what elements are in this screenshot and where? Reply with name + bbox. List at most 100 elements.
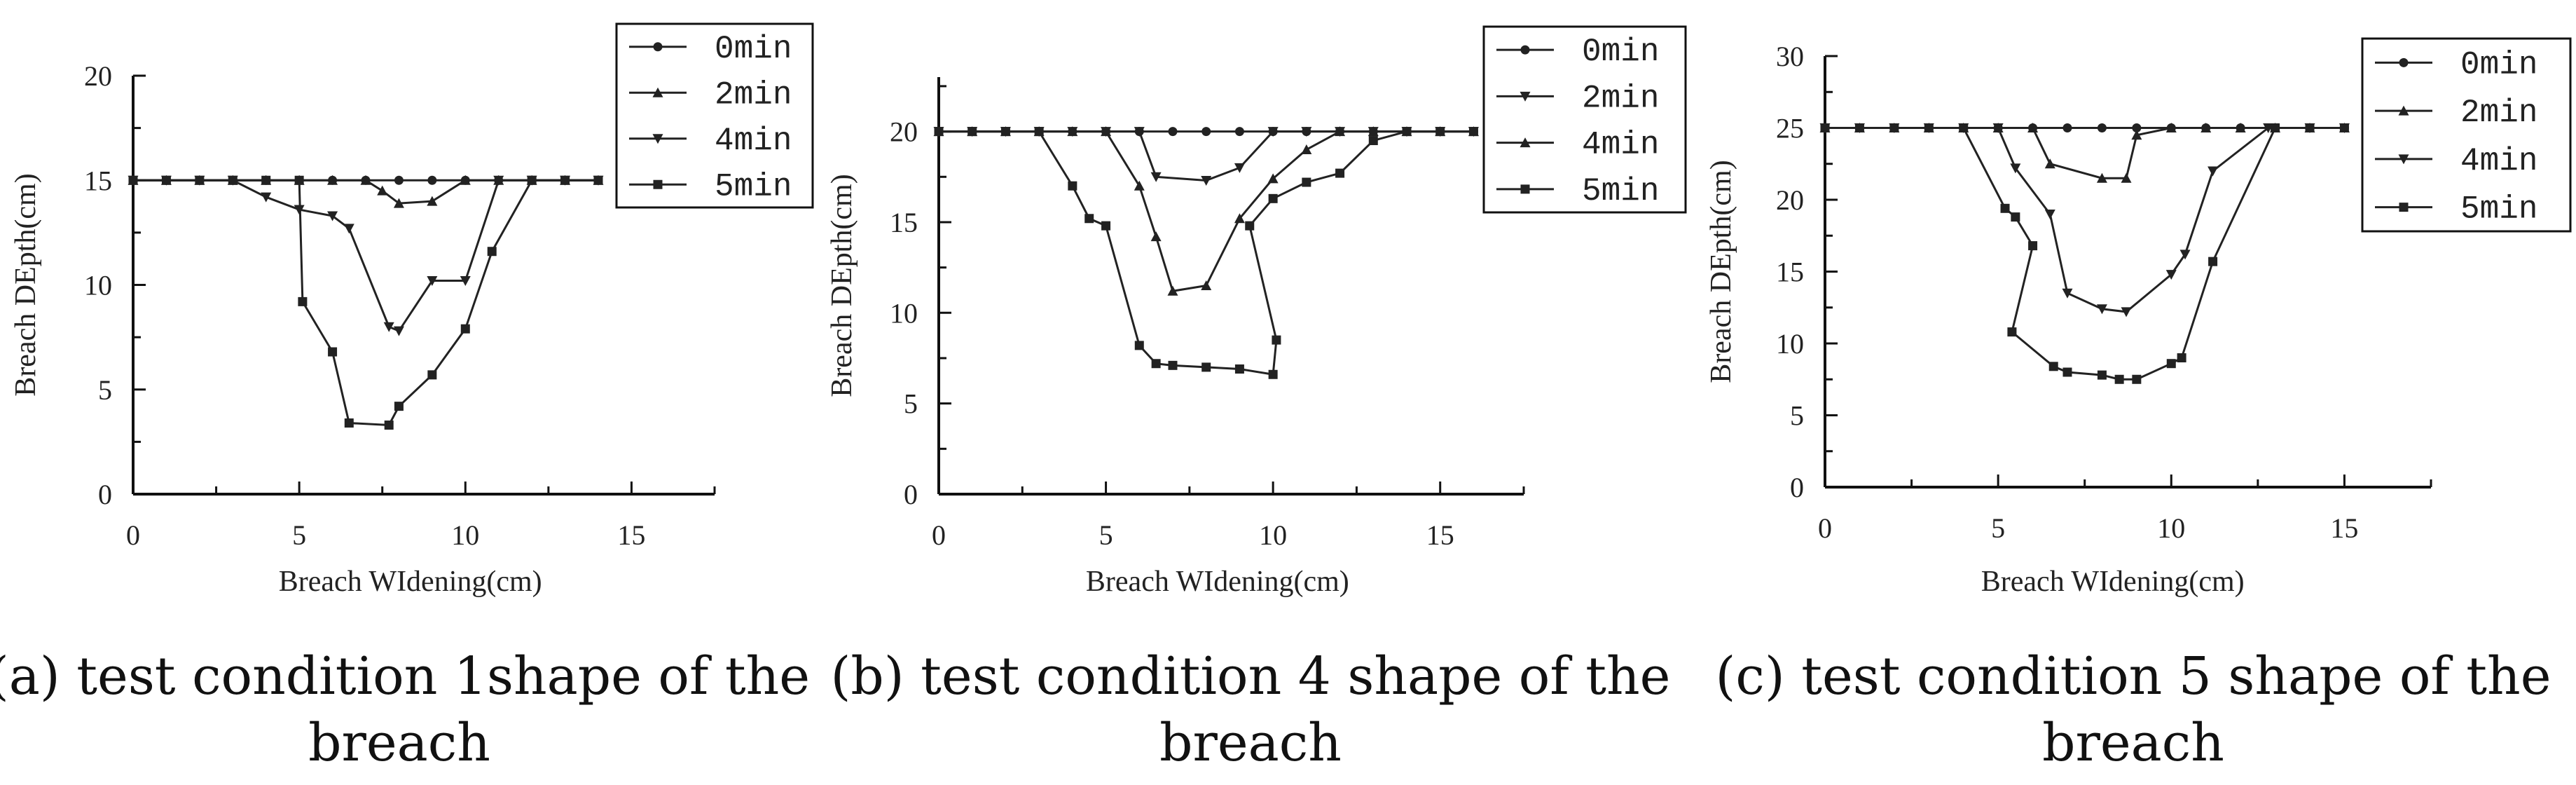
legend-label: 5min (715, 168, 792, 205)
data-point (1854, 123, 1864, 132)
data-point (394, 402, 404, 411)
legend-label: 2min (715, 76, 792, 113)
series-line (133, 179, 598, 427)
x-tick-label: 5 (1099, 519, 1113, 551)
data-point (2166, 359, 2176, 369)
data-point (228, 175, 237, 185)
legend-box (615, 22, 814, 209)
series-line (1825, 127, 2345, 313)
data-point (2200, 123, 2212, 132)
data-point (2007, 327, 2017, 337)
y-tick-label: 0 (1790, 472, 1804, 503)
data-point (1267, 173, 1279, 184)
series-line (939, 130, 1474, 182)
data-point (2062, 367, 2072, 377)
data-point (2028, 241, 2038, 251)
x-tick-label: 15 (1426, 519, 1454, 551)
y-axis-title: Breach DEpth(cm) (1705, 160, 1737, 383)
data-point (593, 175, 603, 185)
data-point (2062, 288, 2073, 299)
data-point (1268, 193, 1278, 203)
legend-marker (2398, 105, 2409, 116)
data-point (327, 175, 338, 185)
x-tick-label: 0 (126, 519, 140, 551)
data-point (967, 127, 977, 137)
y-tick-label: 10 (890, 297, 918, 329)
series-4min (1819, 123, 2350, 318)
data-point (1268, 369, 1278, 379)
y-tick-label: 5 (1790, 400, 1804, 432)
legend: 0min 2min 4min 5min (2361, 37, 2572, 233)
data-point (1134, 127, 1145, 137)
data-point (1101, 221, 1111, 231)
data-point (1068, 181, 1077, 191)
data-point (343, 224, 354, 234)
data-point (2048, 362, 2058, 371)
data-point (298, 296, 308, 306)
data-point (2027, 123, 2039, 132)
legend-marker (652, 134, 663, 144)
x-tick-label: 0 (932, 519, 946, 551)
y-tick-label: 15 (1776, 257, 1804, 288)
data-point (934, 127, 944, 137)
data-point (128, 175, 138, 185)
data-point (2044, 158, 2055, 169)
data-point (1150, 231, 1162, 242)
legend-marker (2399, 203, 2409, 212)
data-point (1101, 126, 1112, 137)
series-4min (128, 175, 604, 336)
caption-line-2: breach (308, 713, 490, 773)
data-point (2044, 210, 2055, 219)
y-tick-label: 20 (84, 60, 112, 92)
data-point (1067, 126, 1078, 137)
x-axis-title: Breach WIdening(cm) (1086, 566, 1349, 598)
data-point (1302, 177, 1311, 187)
data-point (1000, 127, 1010, 137)
data-point (2179, 250, 2191, 260)
data-point (2132, 374, 2142, 384)
chart-panel-3: 0 5 10 15 20 25 30 0 5 10 15 Breach WIdening(cm) Bre… (1705, 37, 2572, 773)
data-point (377, 185, 388, 196)
x-tick-label: 15 (617, 519, 645, 551)
data-point (460, 175, 471, 185)
data-point (261, 175, 271, 185)
legend-marker (2398, 154, 2409, 165)
data-point (2097, 370, 2107, 380)
data-point (393, 198, 404, 208)
x-tick-label: 5 (1991, 512, 2005, 544)
data-point (261, 192, 272, 203)
data-point (2010, 163, 2021, 174)
caption-line-1: (b) test condition 4 shape of the (831, 646, 1671, 706)
data-point (1889, 123, 1899, 132)
data-point (327, 211, 338, 221)
data-point (1335, 168, 1345, 178)
data-point (1168, 127, 1178, 137)
data-point (2207, 166, 2219, 177)
caption-line-1: (a) test condition 1shape of the (0, 646, 810, 706)
data-point (1234, 213, 1245, 224)
legend-marker (1520, 45, 1530, 55)
legend-box (2361, 37, 2572, 233)
x-tick-label: 10 (2157, 512, 2185, 544)
series-5min (128, 175, 603, 430)
y-tick-label: 15 (890, 207, 918, 238)
data-point (2062, 123, 2072, 132)
chart-panel-2: 0 5 10 15 20 0 5 10 15 Breach WIdening(cm) Breach … (826, 25, 1687, 773)
data-point (1992, 123, 2004, 133)
data-point (2271, 123, 2280, 132)
data-point (294, 175, 304, 185)
y-axis-title: Breach DEpth(cm) (826, 174, 858, 397)
x-tick-label: 15 (2330, 512, 2358, 544)
data-point (427, 276, 438, 287)
data-point (328, 347, 338, 357)
data-point (527, 175, 537, 185)
data-point (1959, 123, 1969, 132)
data-point (1368, 136, 1378, 146)
data-point (2235, 123, 2246, 132)
data-point (1272, 335, 1281, 345)
data-point (195, 175, 205, 185)
legend-label: 2min (2460, 95, 2537, 131)
data-point (427, 370, 437, 380)
data-point (1368, 126, 1379, 137)
legend-label: 2min (1582, 80, 1659, 116)
